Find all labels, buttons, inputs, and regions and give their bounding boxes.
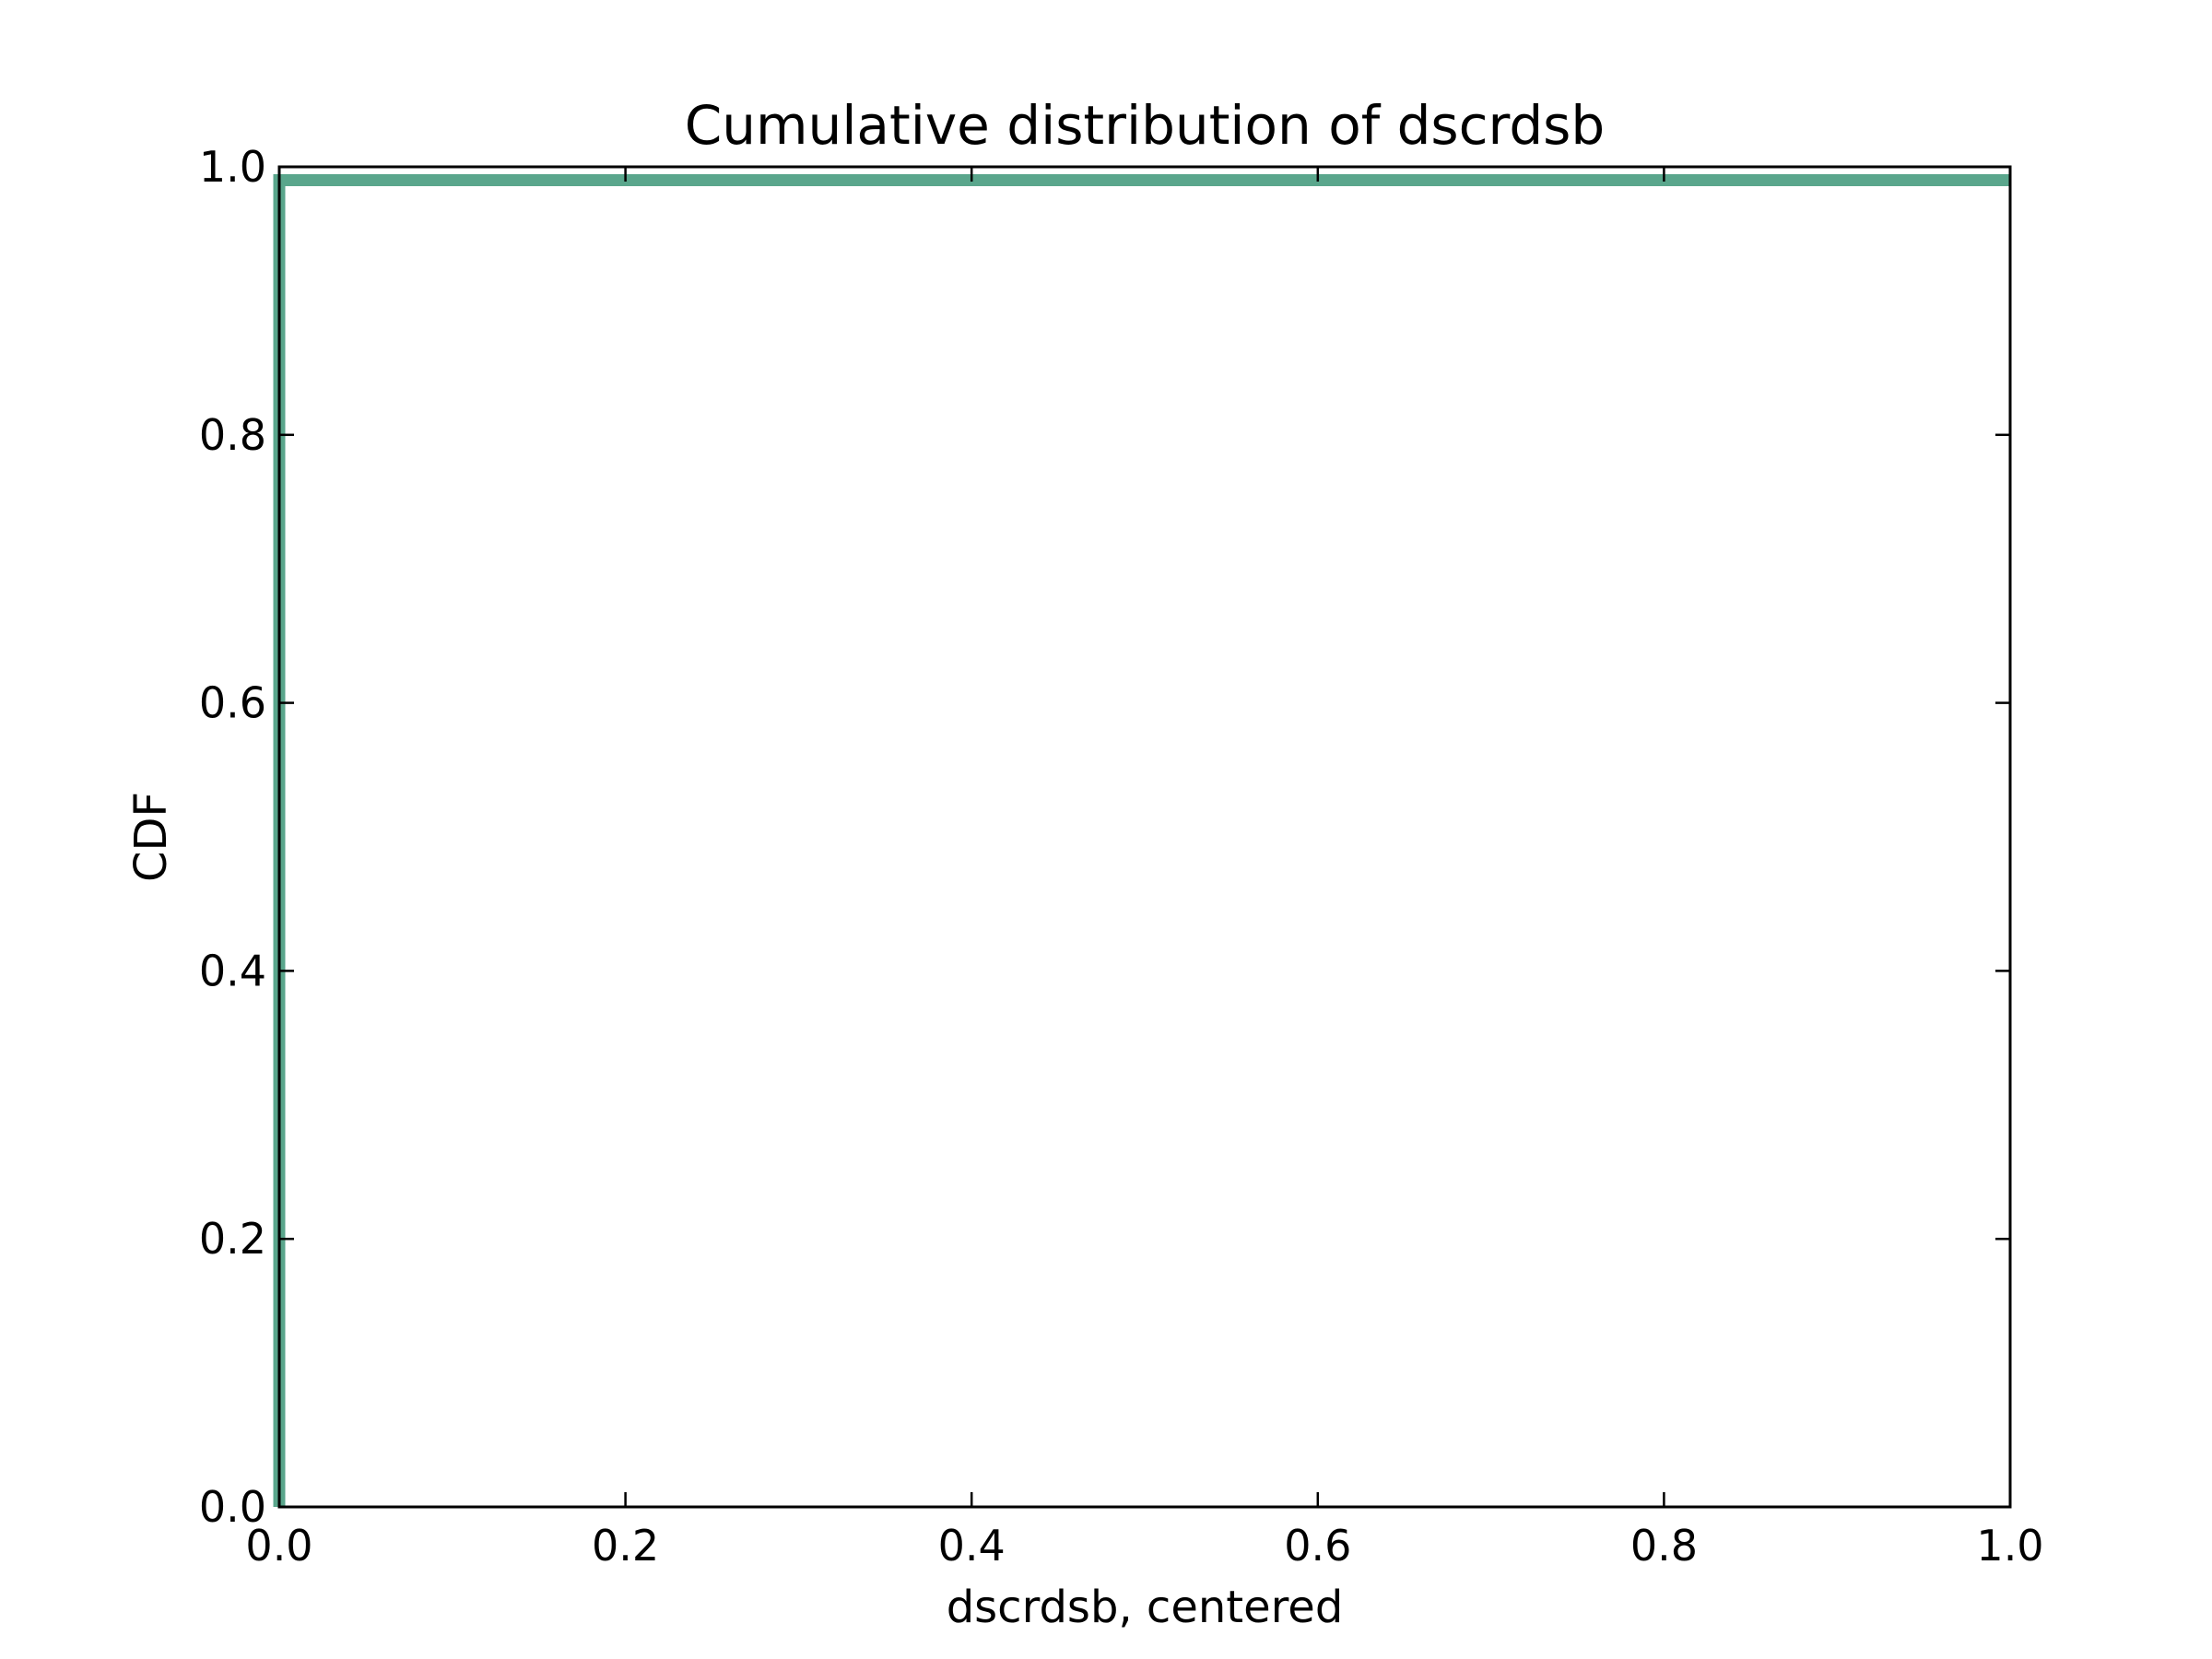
y-tick-labels: 0.0 0.2 0.4 0.6 0.8 1.0 (199, 142, 266, 1532)
x-tick-label-3: 0.6 (1284, 1521, 1351, 1571)
x-tick-label-4: 0.8 (1630, 1521, 1698, 1571)
y-tick-label-1: 0.2 (199, 1214, 266, 1264)
x-tick-label-2: 0.4 (938, 1521, 1006, 1571)
x-tick-label-0: 0.0 (245, 1521, 312, 1571)
y-tick-label-3: 0.6 (199, 678, 266, 728)
x-tick-label-1: 0.2 (592, 1521, 659, 1571)
y-tick-label-0: 0.0 (199, 1482, 266, 1532)
axes-frame (277, 165, 2012, 1509)
x-tick-labels: 0.0 0.2 0.4 0.6 0.8 1.0 (245, 1521, 2043, 1571)
plot-area (279, 167, 2010, 1507)
chart-title: Cumulative distribution of dscrdsb (685, 94, 1605, 157)
x-tick-label-5: 1.0 (1976, 1521, 2043, 1571)
y-tick-label-5: 1.0 (199, 142, 266, 192)
x-axis-label: dscrdsb, centered (947, 1582, 1344, 1633)
y-axis-label: CDF (125, 792, 177, 882)
y-tick-label-4: 0.8 (199, 410, 266, 460)
y-tick-label-2: 0.4 (199, 946, 266, 995)
